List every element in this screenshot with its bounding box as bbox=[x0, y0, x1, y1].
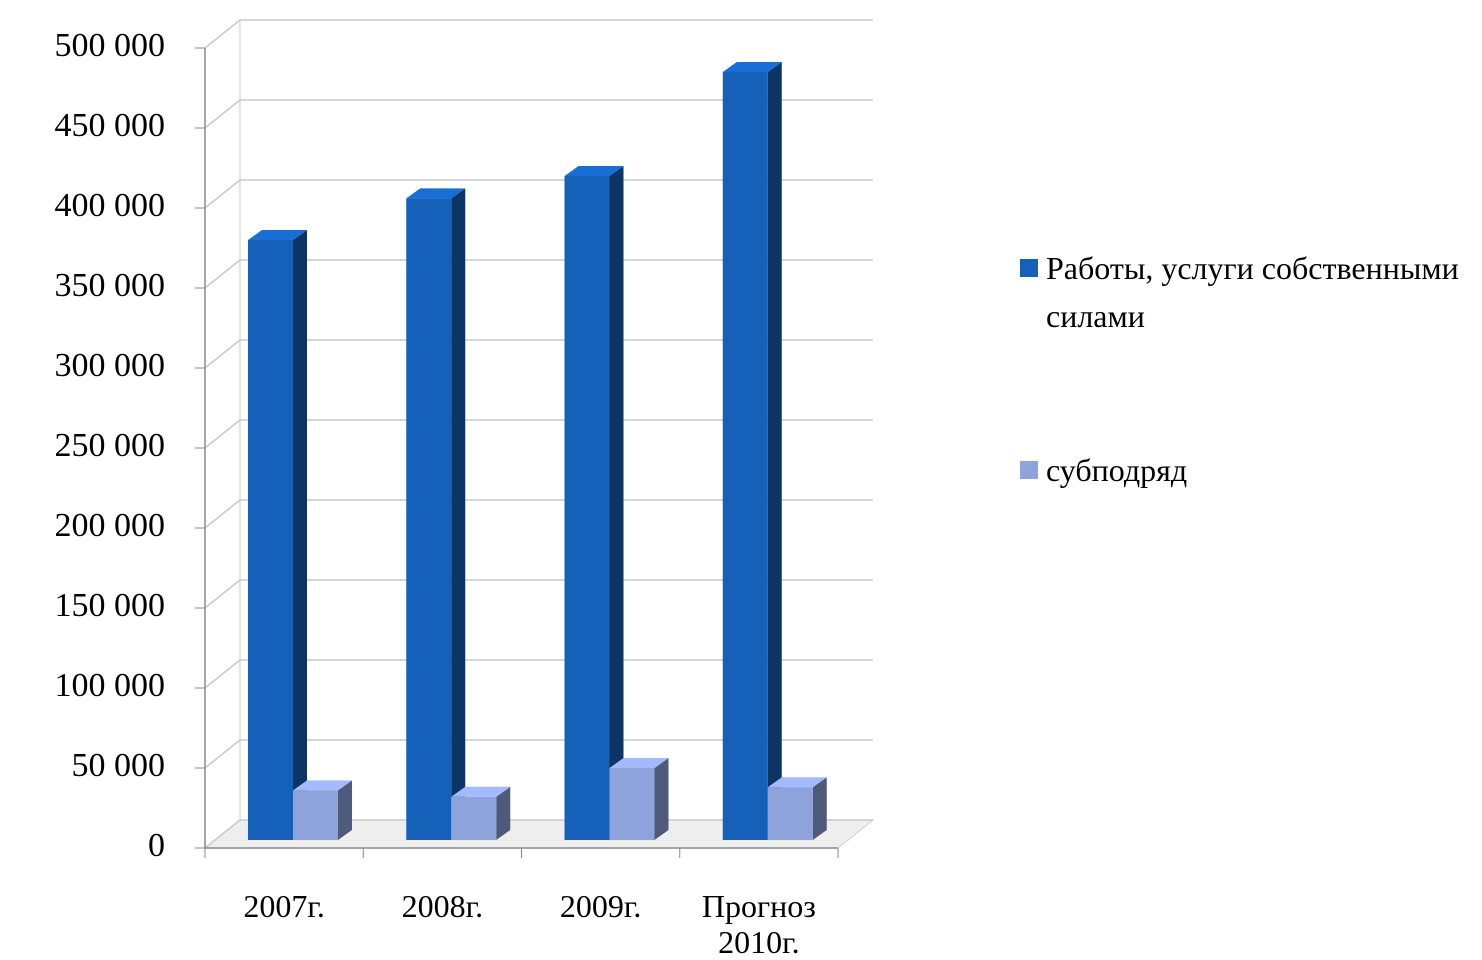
x-tick-label: Прогноз 2010г. bbox=[701, 888, 816, 960]
legend-label: субподряд bbox=[1046, 452, 1188, 488]
y-tick-label: 200 000 bbox=[55, 507, 166, 544]
bar-side bbox=[767, 62, 782, 840]
bar-front bbox=[248, 240, 293, 840]
bar bbox=[564, 166, 624, 840]
bar-top bbox=[564, 166, 624, 176]
grid-line bbox=[204, 499, 873, 529]
y-tick-label: 500 000 bbox=[55, 27, 166, 64]
x-tick-label: 2009г. bbox=[559, 888, 642, 924]
grid-line bbox=[204, 259, 873, 289]
x-tick-label: 2007г. bbox=[243, 888, 325, 924]
bar bbox=[767, 777, 827, 840]
bar-top bbox=[722, 62, 782, 72]
bar-front bbox=[609, 768, 655, 840]
y-tick-label: 0 bbox=[148, 827, 165, 864]
bar-top bbox=[293, 780, 352, 791]
bar bbox=[293, 780, 352, 840]
bar-top bbox=[451, 786, 511, 797]
bar-front bbox=[767, 787, 813, 840]
bar-side bbox=[654, 758, 669, 840]
grid-line bbox=[204, 659, 873, 689]
bar bbox=[609, 758, 669, 840]
bar bbox=[722, 62, 782, 840]
y-tick-label: 400 000 bbox=[55, 187, 166, 224]
y-tick-label: 50 000 bbox=[72, 747, 166, 784]
y-tick-label: 250 000 bbox=[55, 427, 166, 464]
y-tick-label: 450 000 bbox=[55, 107, 166, 144]
grid-line bbox=[204, 579, 873, 609]
bar bbox=[451, 786, 511, 840]
grid-line bbox=[204, 179, 873, 209]
grid-line bbox=[204, 99, 873, 129]
grid-line bbox=[204, 339, 873, 369]
bar-front bbox=[722, 72, 768, 840]
y-tick-label: 350 000 bbox=[55, 267, 166, 304]
y-tick-label: 150 000 bbox=[55, 587, 166, 624]
bar-front bbox=[564, 176, 610, 840]
legend-swatch bbox=[1020, 461, 1038, 479]
legend-label: Работы, услуги собственными силами bbox=[1046, 250, 1459, 334]
grid-line bbox=[204, 739, 873, 769]
bar-side bbox=[812, 777, 827, 840]
bar-side bbox=[496, 786, 511, 840]
grid-line bbox=[204, 19, 873, 49]
y-tick-label: 100 000 bbox=[55, 667, 166, 704]
bar-side bbox=[293, 230, 307, 840]
x-tick-label: 2008г. bbox=[401, 888, 484, 924]
bar-top bbox=[406, 188, 466, 199]
bar-front bbox=[406, 198, 452, 840]
bar-top bbox=[767, 777, 827, 788]
bar-top bbox=[248, 230, 307, 240]
bar-top bbox=[609, 758, 669, 768]
legend-swatch bbox=[1020, 259, 1038, 277]
bar bbox=[248, 230, 307, 840]
bar-front bbox=[451, 796, 497, 840]
bar-side bbox=[338, 780, 352, 840]
bar bbox=[406, 188, 466, 840]
grid-line bbox=[204, 419, 873, 449]
y-tick-label: 300 000 bbox=[55, 347, 166, 384]
bar-front bbox=[293, 790, 338, 840]
bar-side bbox=[609, 166, 624, 840]
bar-side bbox=[451, 188, 466, 840]
